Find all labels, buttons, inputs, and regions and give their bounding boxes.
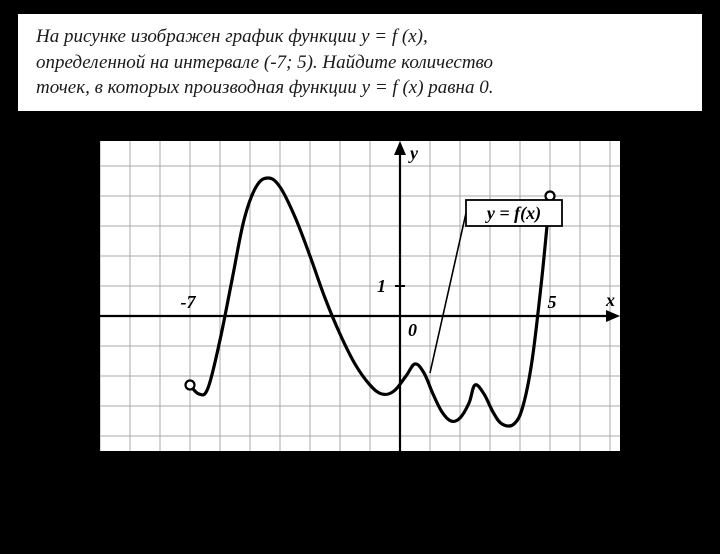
svg-text:y: y (408, 143, 419, 163)
title-line-3: точек, в которых производная функции у =… (36, 77, 493, 98)
title-line-2: определенной на интервале (-7; 5). Найди… (36, 52, 493, 73)
svg-text:-7: -7 (181, 292, 197, 312)
title-line-1: На рисунке изображен график функции у = … (36, 26, 428, 47)
svg-text:x: x (605, 290, 615, 310)
svg-text:5: 5 (548, 292, 557, 312)
svg-text:1: 1 (377, 276, 386, 296)
svg-text:y = f(x): y = f(x) (485, 203, 541, 224)
grid (100, 141, 620, 451)
function-graph: y x 0 1 -7 5 y = f(x) (100, 141, 620, 451)
problem-title: На рисунке изображен график функции у = … (18, 14, 702, 111)
svg-text:0: 0 (408, 320, 417, 340)
chart-wrapper: y x 0 1 -7 5 y = f(x) (0, 141, 720, 451)
